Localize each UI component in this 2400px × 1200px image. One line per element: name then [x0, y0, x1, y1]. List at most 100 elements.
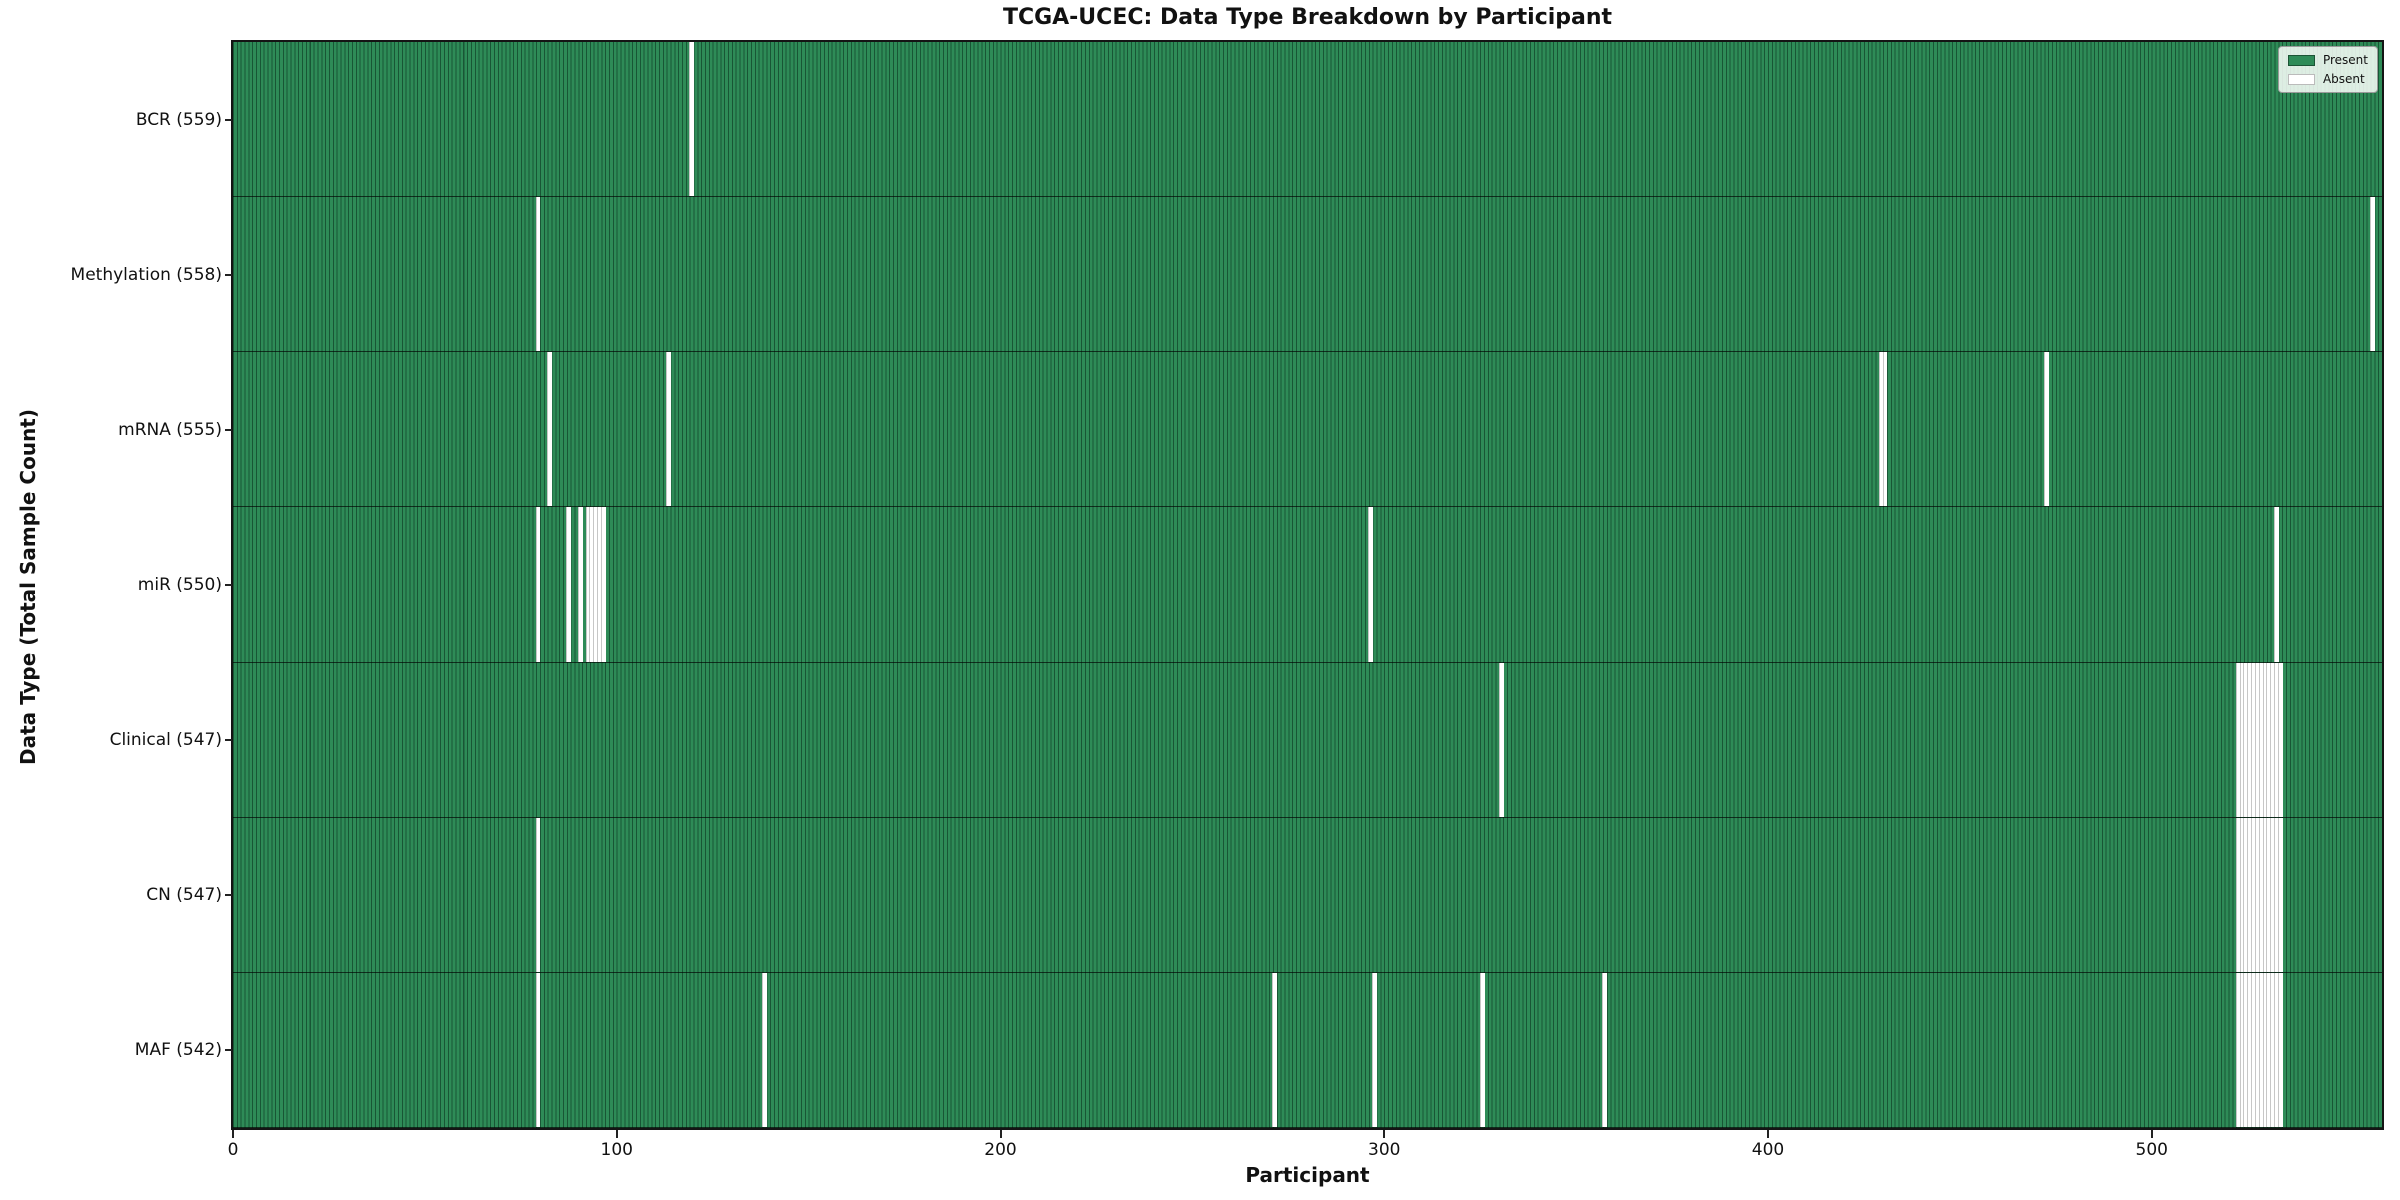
absent-bar [2235, 662, 2241, 817]
y-tick-mark [225, 273, 232, 276]
plot-area: Present Absent [231, 40, 2384, 1130]
absent-bar [2266, 972, 2272, 1127]
y-tick-mark [225, 1049, 232, 1052]
legend-swatch-present-icon [2287, 54, 2315, 66]
x-tick-label: 300 [1368, 1140, 1401, 1160]
absent-bar [1498, 662, 1504, 817]
x-tick-label: 500 [2135, 1140, 2168, 1160]
absent-bar [2274, 972, 2279, 1127]
absent-bar [1602, 972, 1608, 1127]
absent-bar [2258, 817, 2264, 972]
x-tick-mark [1767, 1130, 1769, 1138]
x-axis-label: Participant [1245, 1163, 1370, 1187]
absent-bar [2254, 972, 2260, 1127]
y-tick-label: Methylation (558) [70, 264, 222, 285]
absent-bar [2274, 507, 2279, 662]
x-tick-mark [999, 1130, 1002, 1138]
absent-bar [762, 972, 767, 1127]
absent-bar [577, 507, 583, 662]
absent-bar [593, 507, 599, 662]
absent-bar [2247, 662, 2253, 817]
absent-bar [2262, 972, 2268, 1127]
absent-bar [2235, 817, 2241, 972]
absent-bar [689, 42, 694, 197]
x-tick-mark [232, 1130, 234, 1138]
x-tick-label: 400 [1751, 1140, 1785, 1160]
absent-bar [2247, 817, 2253, 972]
absent-bar [2277, 972, 2283, 1127]
absent-bar [566, 507, 572, 662]
absent-bar [2274, 662, 2279, 817]
absent-bar [2243, 662, 2249, 817]
absent-bar [535, 197, 541, 352]
y-tick-label: MAF (542) [134, 1040, 222, 1061]
x-tick-label: 0 [227, 1140, 239, 1160]
absent-bar [2258, 662, 2264, 817]
absent-bar [2262, 662, 2268, 817]
absent-bar [2251, 662, 2256, 817]
absent-bar [535, 972, 541, 1127]
heatmap-row-BCR [233, 42, 2382, 198]
y-tick-label: BCR (559) [135, 109, 222, 130]
absent-bar [589, 507, 595, 662]
absent-bar [597, 507, 602, 662]
legend-label: Present [2322, 53, 2368, 67]
absent-bar [1878, 352, 1884, 507]
absent-bar [585, 507, 591, 662]
absent-bar [2239, 972, 2245, 1127]
x-tick-mark [1383, 1130, 1386, 1138]
y-tick-mark [225, 118, 232, 121]
absent-bar [2262, 817, 2268, 972]
absent-bar [2270, 662, 2276, 817]
legend-entry: Absent [2287, 72, 2368, 86]
absent-bar [2369, 197, 2375, 352]
absent-bar [2243, 817, 2249, 972]
absent-bar [2277, 817, 2283, 972]
y-tick-label: CN (547) [146, 885, 222, 906]
absent-bar [1372, 972, 1378, 1127]
absent-bar [2239, 817, 2245, 972]
heatmap-row-CN [233, 817, 2382, 973]
absent-bar [2243, 972, 2249, 1127]
absent-bar [2254, 662, 2260, 817]
legend-label: Absent [2322, 72, 2365, 86]
absent-bar [2258, 972, 2264, 1127]
absent-bar [2247, 972, 2253, 1127]
absent-bar [2266, 817, 2272, 972]
x-tick-label: 100 [600, 1140, 633, 1160]
absent-bar [2254, 817, 2260, 972]
absent-bar [2270, 972, 2276, 1127]
y-tick-mark [225, 739, 232, 742]
heatmap-row-miR [233, 507, 2382, 663]
absent-bar [535, 817, 541, 972]
heatmap-row-Clinical [233, 662, 2382, 818]
absent-bar [535, 507, 541, 662]
absent-bar [2270, 817, 2276, 972]
absent-bar [600, 507, 606, 662]
absent-bar [1882, 352, 1888, 507]
absent-bar [1272, 972, 1278, 1127]
heatmap-row-Methylation [233, 197, 2382, 353]
y-tick-mark [225, 894, 232, 897]
legend-swatch-absent-icon [2287, 73, 2315, 85]
heatmap-row-mRNA [233, 352, 2382, 508]
y-tick-label: mRNA (555) [118, 419, 222, 440]
x-tick-mark [2150, 1130, 2153, 1138]
heatmap-row-MAF [233, 972, 2382, 1128]
absent-bar [1368, 507, 1374, 662]
absent-bar [2274, 817, 2279, 972]
y-tick-mark [225, 428, 232, 431]
absent-bar [2239, 662, 2245, 817]
absent-bar [666, 352, 671, 507]
y-tick-label: Clinical (547) [109, 730, 222, 751]
x-tick-mark [615, 1130, 618, 1138]
y-tick-label: miR (550) [137, 575, 222, 595]
absent-bar [2251, 817, 2256, 972]
legend: Present Absent [2277, 46, 2378, 93]
absent-bar [2266, 662, 2272, 817]
absent-bar [2043, 352, 2049, 507]
absent-bar [2235, 972, 2241, 1127]
absent-bar [2251, 972, 2256, 1127]
x-tick-label: 200 [984, 1140, 1017, 1160]
